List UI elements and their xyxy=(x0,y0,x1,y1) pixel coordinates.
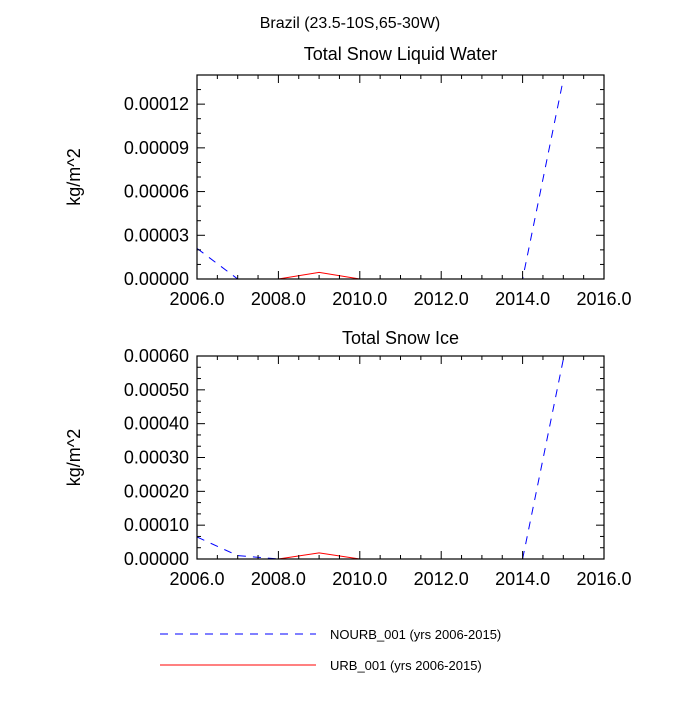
y-tick-label: 0.00006 xyxy=(124,182,189,202)
panel-1-series xyxy=(197,79,564,279)
y-tick-label: 0.00040 xyxy=(124,414,189,434)
panels: Total Snow Liquid Water 2006.0 2008.0 2010.… xyxy=(64,44,632,589)
legend-label: URB_001 (yrs 2006-2015) xyxy=(330,658,482,673)
y-tick-label: 0.00000 xyxy=(124,269,189,289)
panel-1: Total Snow Liquid Water 2006.0 2008.0 2010.… xyxy=(64,44,632,309)
panel-2-title: Total Snow Ice xyxy=(342,328,459,348)
x-tick-label: 2008.0 xyxy=(251,569,306,589)
x-tick-label: 2010.0 xyxy=(332,569,387,589)
y-tick-label: 0.00030 xyxy=(124,448,189,468)
panel-2: Total Snow Ice 2006.0 2008.0 2010.0 2012.0 20… xyxy=(64,328,632,589)
legend: NOURB_001 (yrs 2006-2015) URB_001 (yrs 20… xyxy=(160,627,501,673)
x-tick-label: 2016.0 xyxy=(576,569,631,589)
x-tick-label: 2006.0 xyxy=(169,569,224,589)
y-axis-label: kg/m^2 xyxy=(64,148,84,205)
x-tick-label: 2008.0 xyxy=(251,289,306,309)
y-tick-label: 0.00012 xyxy=(124,94,189,114)
y-tick-label: 0.00003 xyxy=(124,225,189,245)
y-tick-label: 0.00020 xyxy=(124,481,189,501)
y-tick-label: 0.00050 xyxy=(124,380,189,400)
y-tick-label: 0.00010 xyxy=(124,515,189,535)
x-tick-label: 2012.0 xyxy=(414,569,469,589)
panel-2-frame xyxy=(196,355,605,560)
figure-title: Brazil (23.5-10S,65-30W) xyxy=(260,15,441,32)
y-tick-label: 0.00009 xyxy=(124,138,189,158)
series-line-nourb xyxy=(197,79,564,279)
x-tick-label: 2014.0 xyxy=(495,569,550,589)
y-axis-label: kg/m^2 xyxy=(64,429,84,486)
x-tick-label: 2006.0 xyxy=(169,289,224,309)
series-line-nourb xyxy=(197,359,564,559)
series-line-urb xyxy=(278,552,360,559)
panel-2-series xyxy=(197,359,564,559)
legend-label: NOURB_001 (yrs 2006-2015) xyxy=(330,627,501,642)
x-tick-label: 2012.0 xyxy=(414,289,469,309)
y-tick-label: 0.00060 xyxy=(124,346,189,366)
panel-1-title: Total Snow Liquid Water xyxy=(304,44,497,64)
x-tick-label: 2010.0 xyxy=(332,289,387,309)
x-tick-label: 2016.0 xyxy=(576,289,631,309)
series-line-urb xyxy=(278,271,360,279)
y-tick-label: 0.00000 xyxy=(124,549,189,569)
x-tick-label: 2014.0 xyxy=(495,289,550,309)
